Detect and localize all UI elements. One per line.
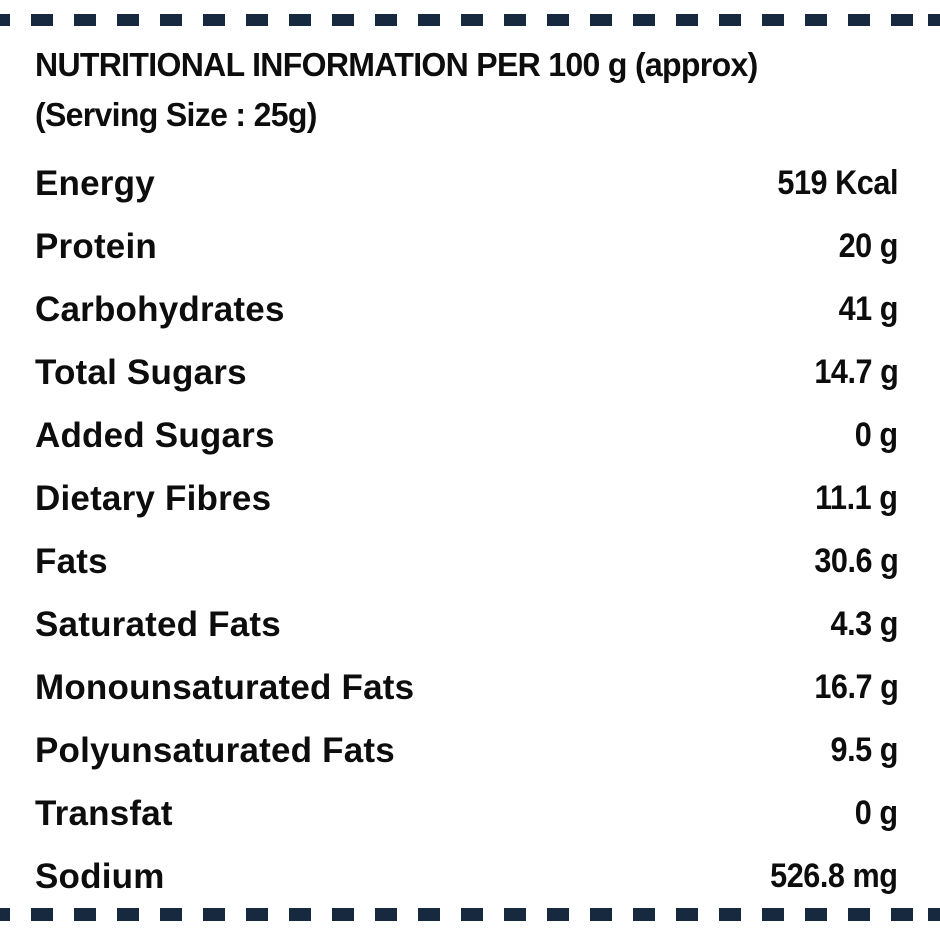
- nutrient-name: Saturated Fats: [35, 604, 281, 644]
- nutrient-value: 9.5 g: [830, 731, 899, 769]
- nutrient-value: 0 g: [855, 416, 898, 454]
- nutrient-value: 0 g: [855, 794, 898, 832]
- nutrient-name: Monounsaturated Fats: [35, 667, 415, 707]
- nutrient-name: Sodium: [35, 856, 165, 896]
- nutrient-value: 526.8 mg: [770, 857, 899, 895]
- table-row: Polyunsaturated Fats 9.5 g: [35, 719, 898, 782]
- nutrient-name: Polyunsaturated Fats: [35, 730, 395, 770]
- bottom-dashed-border: [0, 908, 940, 921]
- table-row: Saturated Fats 4.3 g: [35, 593, 898, 656]
- nutrient-name: Energy: [35, 163, 155, 203]
- table-row: Carbohydrates 41 g: [35, 278, 898, 341]
- table-row: Energy 519 Kcal: [35, 152, 898, 215]
- table-row: Protein 20 g: [35, 215, 898, 278]
- nutrient-name: Added Sugars: [35, 415, 275, 455]
- label-title-block: NUTRITIONAL INFORMATION PER 100 g (appro…: [35, 40, 872, 140]
- top-dashed-border: [0, 14, 940, 26]
- table-row: Total Sugars 14.7 g: [35, 341, 898, 404]
- table-row: Added Sugars 0 g: [35, 404, 898, 467]
- nutrient-value: 16.7 g: [813, 668, 899, 706]
- table-row: Fats 30.6 g: [35, 530, 898, 593]
- nutrient-value: 41 g: [838, 290, 899, 328]
- nutrient-name: Transfat: [35, 793, 173, 833]
- nutrient-name: Fats: [35, 541, 108, 581]
- table-row: Dietary Fibres 11.1 g: [35, 467, 898, 530]
- nutrient-name: Carbohydrates: [35, 289, 285, 329]
- table-row: Transfat 0 g: [35, 782, 898, 845]
- nutrient-name: Total Sugars: [35, 352, 247, 392]
- nutrient-value: 14.7 g: [813, 353, 899, 391]
- nutrient-value: 4.3 g: [830, 605, 899, 643]
- nutrition-table: Energy 519 Kcal Protein 20 g Carbohydrat…: [35, 152, 898, 908]
- label-subtitle: (Serving Size : 25g): [35, 96, 317, 133]
- nutrient-name: Dietary Fibres: [35, 478, 272, 518]
- table-row: Monounsaturated Fats 16.7 g: [35, 656, 898, 719]
- nutrient-value: 20 g: [838, 227, 899, 265]
- nutrient-name: Protein: [35, 226, 157, 266]
- nutrient-value: 11.1 g: [815, 479, 899, 517]
- table-row: Sodium 526.8 mg: [35, 845, 898, 908]
- nutrient-value: 30.6 g: [813, 542, 899, 580]
- nutrient-value: 519 Kcal: [777, 164, 898, 202]
- label-title: NUTRITIONAL INFORMATION PER 100 g (appro…: [35, 46, 758, 83]
- label-content: NUTRITIONAL INFORMATION PER 100 g (appro…: [35, 40, 898, 908]
